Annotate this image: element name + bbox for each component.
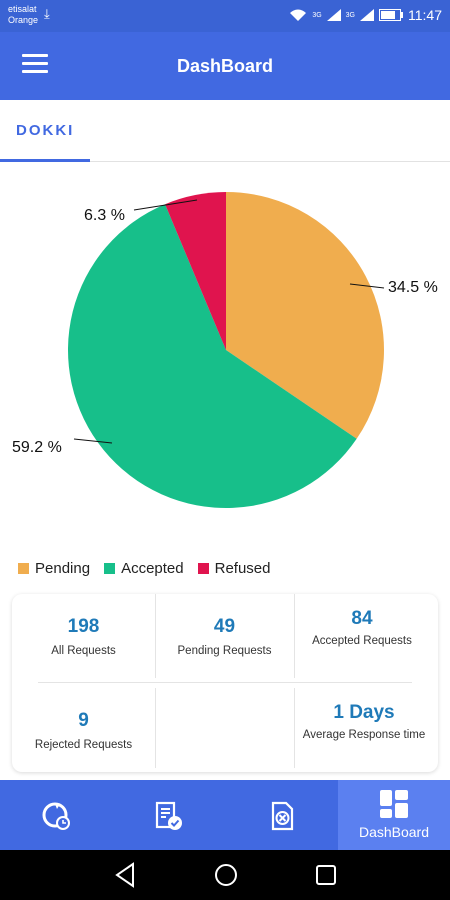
carrier-line-1: etisalat [8,4,37,14]
stat-all-requests[interactable]: 198 All Requests [12,616,155,659]
refresh-clock-icon [42,802,70,830]
nav-item-history[interactable] [0,780,112,850]
legend-swatch-accepted [104,563,116,574]
legend-item-accepted: Accepted [104,560,184,577]
status-bar: etisalat Orange ⤓ 3G 3G 11:47 [0,0,450,32]
status-time: 11:47 [408,7,442,23]
hamburger-menu-icon[interactable] [22,54,48,76]
stat-value: 1 Days [333,702,395,723]
legend-item-refused: Refused [197,560,271,577]
divider [294,688,295,768]
stat-rejected-requests[interactable]: 9 Rejected Requests [12,710,155,753]
signal-icon [360,9,374,21]
leader-line-accepted [73,438,113,444]
divider [38,682,412,683]
tab-dokki[interactable]: DOKKI [0,100,90,162]
pie-slice-accepted [67,204,357,509]
wifi-icon [290,9,307,21]
stat-accepted-requests[interactable]: 84 Accepted Requests [308,608,416,649]
divider [155,594,156,678]
nav-item-refused[interactable] [226,780,338,850]
download-icon: ⤓ [44,6,50,21]
data-label-pending: 34.5 % [388,279,438,296]
divider [294,594,295,678]
legend-label-accepted: Accepted [121,560,184,577]
legend-swatch-pending [18,563,29,574]
signal-label-1: 3G [312,11,322,19]
nav-item-accepted[interactable] [112,780,224,850]
app-bar: DashBoard [0,32,450,100]
stat-average-response[interactable]: 1 Days Average Response time [302,702,426,743]
legend-label-refused: Refused [214,560,271,577]
dashboard-grid-icon [380,790,408,818]
tab-strip: DOKKI [0,100,450,162]
legend-item-pending: Pending [18,560,90,577]
stat-value: 84 [351,608,373,629]
pie-chart: 34.5 % 59.2 % 6.3 % [12,192,438,509]
nav-label-dashboard: DashBoard [358,824,430,840]
chart-legend: Pending Accepted Refused [18,560,270,577]
data-label-accepted: 59.2 % [12,439,62,456]
document-cancel-icon [271,801,294,831]
stat-label: Accepted Requests [312,635,412,647]
leader-line-refused [133,199,198,211]
legend-label-pending: Pending [35,560,91,577]
back-icon[interactable] [114,862,136,888]
document-check-icon [155,801,182,830]
divider [155,688,156,768]
bottom-nav: DashBoard [0,780,450,850]
pie-slice-pending [226,192,384,439]
data-label-refused: 6.3 % [84,207,125,224]
stat-value: 9 [78,710,89,731]
pie-slice-refused [165,192,226,350]
nav-item-dashboard[interactable]: DashBoard [338,780,450,850]
home-icon[interactable] [214,862,238,888]
signal-icon [326,9,341,21]
tab-indicator [0,159,90,162]
system-nav-bar [0,850,450,900]
stat-label: Pending Requests [177,645,272,657]
stat-value: 198 [67,616,100,637]
dashboard-content: 34.5 % 59.2 % 6.3 % Pending Accepted Refus… [0,162,450,780]
carrier-name: etisalat Orange [8,4,38,26]
battery-icon [379,9,403,21]
stat-pending-requests[interactable]: 49 Pending Requests [155,616,294,659]
status-icons: 3G 3G 11:47 [289,7,442,23]
signal-label-2: 3G [345,11,355,19]
stat-label: Average Response time [302,729,426,741]
stat-value: 49 [213,616,236,637]
tab-label: DOKKI [16,122,75,139]
recents-icon[interactable] [315,862,337,888]
stat-label: Rejected Requests [34,739,133,751]
stat-label: All Requests [51,645,116,657]
carrier-line-2: Orange [8,15,39,25]
stats-card: 198 All Requests 49 Pending Requests 84 … [12,594,438,772]
page-title: DashBoard [176,56,274,76]
legend-swatch-refused [197,563,209,574]
leader-line-pending [349,283,385,289]
